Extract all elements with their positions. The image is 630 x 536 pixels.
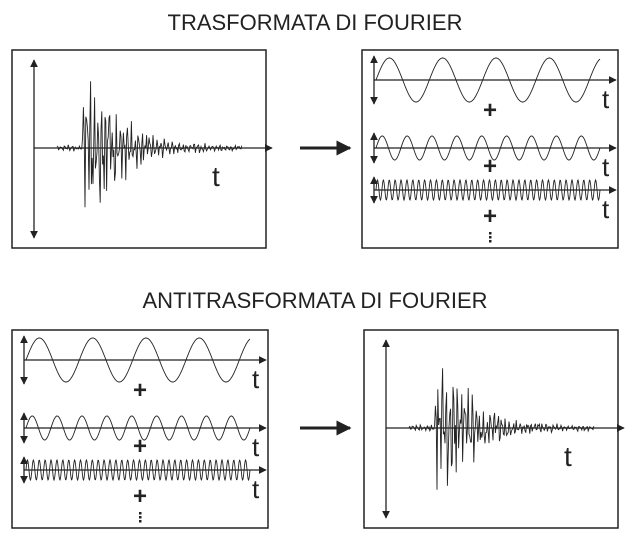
- continuation-dot: [489, 236, 492, 239]
- plus-operator: +: [133, 377, 147, 404]
- sine-component: [375, 178, 601, 202]
- axis-label: t: [252, 432, 260, 462]
- axis-label: t: [564, 441, 572, 472]
- plus-operator: +: [483, 203, 497, 230]
- continuation-dot: [489, 240, 492, 243]
- continuation-dot: [489, 232, 492, 235]
- signal-box: [363, 329, 619, 529]
- axis-label: t: [602, 194, 610, 224]
- components-box: [361, 49, 619, 249]
- sine-component: [375, 57, 601, 103]
- axis-label: t: [602, 152, 610, 182]
- plus-operator: +: [483, 97, 497, 124]
- axis-label: t: [252, 364, 260, 394]
- section-title: TRASFORMATA DI FOURIER: [168, 10, 463, 35]
- axis-label: t: [212, 161, 220, 192]
- plus-operator: +: [133, 483, 147, 510]
- sine-component: [25, 415, 251, 441]
- section-title: ANTITRASFORMATA DI FOURIER: [142, 288, 487, 313]
- axis-label: t: [602, 84, 610, 114]
- sine-component: [375, 135, 601, 161]
- plus-operator: +: [133, 433, 147, 460]
- signal-box: [11, 49, 267, 249]
- sine-component: [25, 458, 251, 482]
- continuation-dot: [139, 516, 142, 519]
- axis-label: t: [252, 474, 260, 504]
- time-signal: [408, 368, 595, 490]
- time-signal: [56, 81, 243, 208]
- continuation-dot: [139, 512, 142, 515]
- components-box: [11, 329, 269, 529]
- continuation-dot: [139, 520, 142, 523]
- sine-component: [25, 337, 251, 383]
- plus-operator: +: [483, 153, 497, 180]
